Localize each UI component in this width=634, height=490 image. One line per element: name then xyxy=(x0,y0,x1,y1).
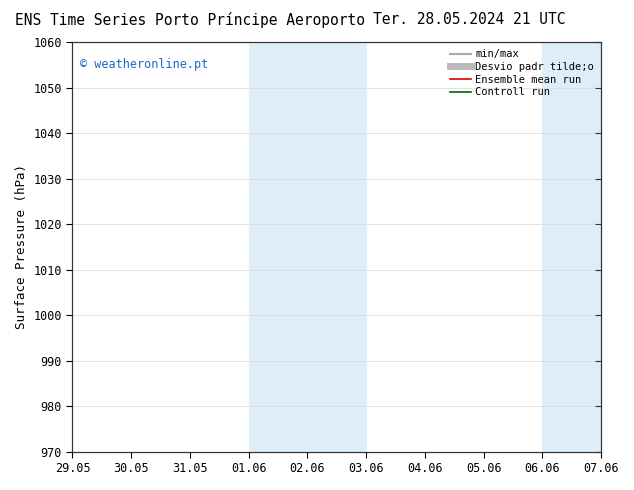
Bar xyxy=(249,42,366,452)
Text: Ter. 28.05.2024 21 UTC: Ter. 28.05.2024 21 UTC xyxy=(373,12,566,27)
Text: © weatheronline.pt: © weatheronline.pt xyxy=(81,58,209,72)
Legend: min/max, Desvio padr tilde;o, Ensemble mean run, Controll run: min/max, Desvio padr tilde;o, Ensemble m… xyxy=(448,47,596,99)
Bar xyxy=(543,42,601,452)
Text: ENS Time Series Porto Príncipe Aeroporto: ENS Time Series Porto Príncipe Aeroporto xyxy=(15,12,365,28)
Y-axis label: Surface Pressure (hPa): Surface Pressure (hPa) xyxy=(15,164,28,329)
